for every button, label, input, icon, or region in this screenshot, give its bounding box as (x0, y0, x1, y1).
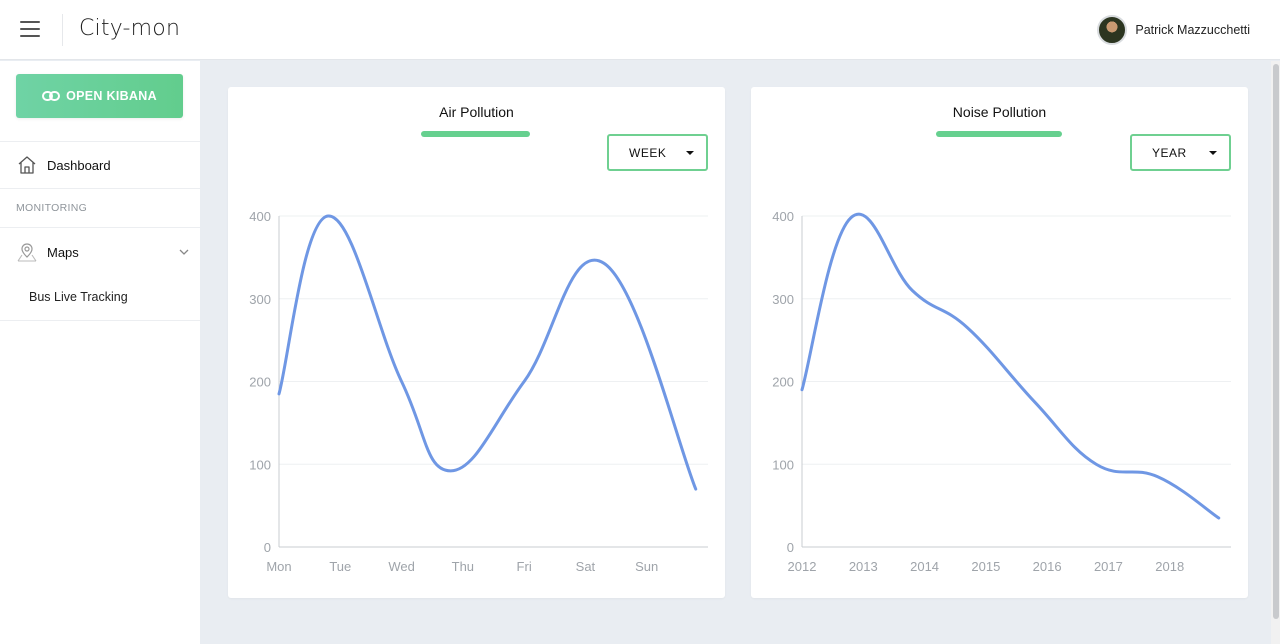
y-tick-label: 0 (787, 540, 794, 555)
user-menu[interactable]: Patrick Mazzucchetti (1097, 15, 1250, 45)
x-tick-label: Fri (517, 559, 532, 574)
link-icon (42, 91, 61, 101)
x-tick-label: 2017 (1094, 559, 1123, 574)
sidebar-item-bus-live-tracking[interactable]: Bus Live Tracking (29, 290, 128, 304)
scrollbar-thumb[interactable] (1273, 64, 1279, 619)
x-tick-label: Mon (266, 559, 291, 574)
menu-icon[interactable] (20, 21, 40, 39)
map-pin-icon (17, 243, 37, 262)
y-tick-label: 0 (264, 540, 271, 555)
y-tick-label: 300 (249, 292, 271, 307)
range-dropdown-value: WEEK (629, 145, 667, 160)
y-tick-label: 400 (772, 209, 794, 224)
series-line (277, 214, 698, 491)
caret-down-icon (686, 151, 694, 155)
sidebar-item-maps[interactable]: Maps (16, 241, 79, 263)
y-tick-label: 100 (249, 457, 271, 472)
app-title: City-mon (79, 16, 181, 41)
user-name[interactable]: Patrick Mazzucchetti (1135, 23, 1250, 37)
y-tick-label: 200 (772, 375, 794, 390)
sidebar-divider (0, 320, 200, 321)
sidebar-item-label: Maps (47, 244, 79, 260)
open-kibana-button[interactable]: OPEN KIBANA (16, 74, 183, 118)
range-dropdown[interactable]: WEEK (607, 134, 708, 171)
home-icon (18, 156, 36, 174)
x-tick-label: 2012 (788, 559, 817, 574)
sidebar-section-label: MONITORING (16, 202, 88, 214)
y-tick-label: 200 (249, 375, 271, 390)
x-tick-label: 2014 (910, 559, 939, 574)
sidebar-divider (0, 227, 200, 228)
chevron-down-icon[interactable] (178, 246, 190, 258)
x-tick-label: Thu (452, 559, 474, 574)
sidebar: OPEN KIBANA Dashboard MONITORING Maps Bu… (0, 61, 200, 644)
avatar[interactable] (1097, 15, 1128, 45)
range-dropdown-value: YEAR (1152, 145, 1187, 160)
open-kibana-label: OPEN KIBANA (66, 89, 157, 103)
y-tick-label: 100 (772, 457, 794, 472)
x-tick-label: 2013 (849, 559, 878, 574)
x-tick-label: Sun (635, 559, 658, 574)
sidebar-divider (0, 188, 200, 189)
air-pollution-chart: 0 100 200 300 400 Mon Tue Wed Thu Fri Sat Sun (249, 209, 708, 574)
top-bar: City-mon Patrick Mazzucchetti (0, 0, 1280, 60)
range-dropdown[interactable]: YEAR (1130, 134, 1231, 171)
sidebar-item-label: Dashboard (47, 157, 111, 173)
y-tick-label: 400 (249, 209, 271, 224)
series-line (800, 212, 1221, 520)
card-title-underline (421, 131, 530, 137)
card-title: Noise Pollution (952, 104, 1047, 120)
card-title-underline (936, 131, 1062, 137)
x-tick-label: 2018 (1155, 559, 1184, 574)
noise-pollution-chart: 0 100 200 300 400 2012 2013 2014 2015 2016 2017 201… (772, 209, 1231, 574)
noise-pollution-card: Noise Pollution YEAR 0 100 200 300 400 2012 20… (751, 87, 1248, 598)
header-divider (62, 14, 63, 46)
x-tick-label: 2015 (971, 559, 1000, 574)
x-tick-label: Wed (388, 559, 415, 574)
y-tick-label: 300 (772, 292, 794, 307)
air-pollution-card: Air Pollution WEEK 0 100 200 300 400 Mon Tue We… (228, 87, 725, 598)
sidebar-item-dashboard[interactable]: Dashboard (16, 154, 111, 176)
x-tick-label: 2016 (1033, 559, 1062, 574)
card-title: Air Pollution (439, 104, 514, 120)
x-tick-label: Sat (576, 559, 596, 574)
x-tick-label: Tue (329, 559, 351, 574)
sidebar-divider (0, 141, 200, 142)
caret-down-icon (1209, 151, 1217, 155)
